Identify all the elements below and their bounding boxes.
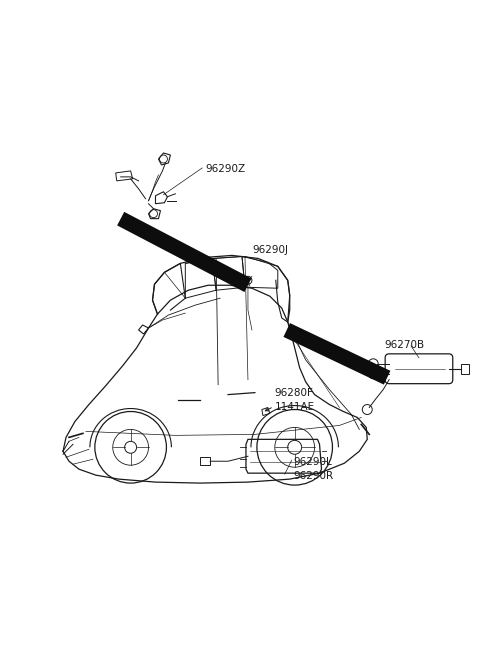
Text: 96290J: 96290J bbox=[252, 246, 288, 255]
Text: 96290L: 96290L bbox=[294, 457, 333, 467]
Text: 96290Z: 96290Z bbox=[205, 164, 245, 174]
Text: 96280F: 96280F bbox=[275, 388, 313, 398]
Text: 96290R: 96290R bbox=[294, 471, 334, 481]
Text: 1141AE: 1141AE bbox=[275, 402, 315, 411]
Text: 96270B: 96270B bbox=[384, 340, 424, 350]
